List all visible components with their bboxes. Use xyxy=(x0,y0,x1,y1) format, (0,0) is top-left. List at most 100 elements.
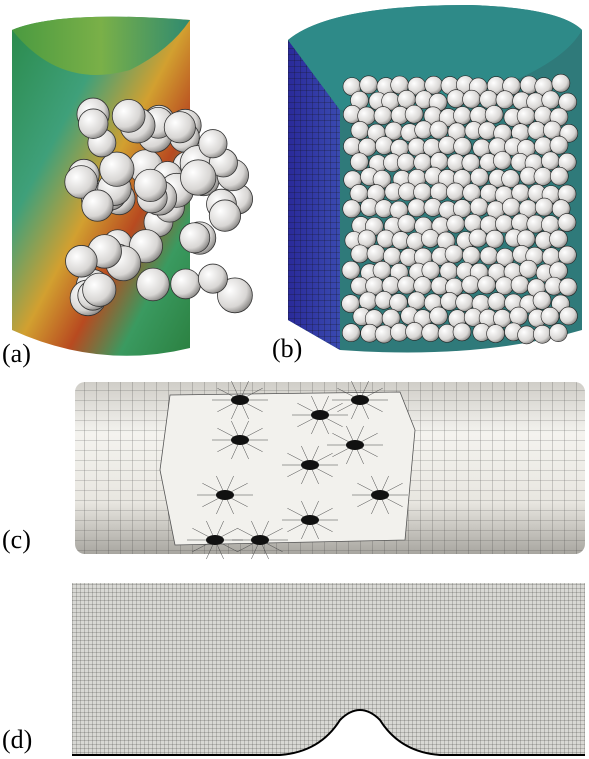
panel-label: (b) xyxy=(272,334,302,363)
mesh-node xyxy=(351,395,369,405)
sphere xyxy=(430,121,448,139)
sphere xyxy=(134,169,166,201)
sphere xyxy=(430,307,448,325)
sphere xyxy=(549,324,567,342)
sphere xyxy=(462,276,480,294)
sphere xyxy=(517,230,535,248)
figure: (a) (b) (c) (d) xyxy=(0,0,589,759)
panel-a xyxy=(12,17,253,356)
sphere xyxy=(558,246,576,264)
panel-d xyxy=(72,583,585,759)
sphere xyxy=(519,260,537,278)
sphere xyxy=(360,76,378,94)
sphere xyxy=(559,278,577,296)
sphere xyxy=(478,276,496,294)
sphere xyxy=(552,74,570,92)
sphere xyxy=(470,168,488,186)
sphere xyxy=(454,138,472,156)
sphere xyxy=(343,200,361,218)
sphere xyxy=(453,107,471,125)
sphere xyxy=(112,99,145,132)
sphere xyxy=(180,160,215,195)
sphere xyxy=(493,152,511,170)
sphere xyxy=(397,153,415,171)
panel-label: (d) xyxy=(2,725,32,754)
spheres xyxy=(65,98,253,316)
sphere xyxy=(351,245,369,263)
sphere xyxy=(558,214,576,232)
sphere xyxy=(534,167,552,185)
sphere xyxy=(535,198,553,216)
sphere xyxy=(398,276,416,294)
mesh-node xyxy=(311,410,329,420)
sphere xyxy=(502,198,520,216)
sphere xyxy=(422,324,440,342)
sphere xyxy=(421,230,439,248)
sphere xyxy=(374,107,392,125)
sphere xyxy=(79,109,108,138)
sphere xyxy=(373,261,391,279)
sphere xyxy=(480,247,498,265)
mesh-node xyxy=(346,440,364,450)
packed-region xyxy=(160,392,415,545)
sphere xyxy=(171,269,201,299)
sphere xyxy=(486,230,504,248)
mesh-node xyxy=(251,535,269,545)
sphere xyxy=(511,276,529,294)
spheres xyxy=(342,74,578,344)
sphere xyxy=(342,261,360,279)
sphere xyxy=(405,105,423,123)
panel-c xyxy=(75,381,585,559)
sphere xyxy=(469,229,487,247)
mesh-node xyxy=(231,395,249,405)
sphere xyxy=(209,200,240,231)
mesh-node xyxy=(206,535,224,545)
sphere xyxy=(541,307,559,325)
sphere xyxy=(82,190,113,221)
sphere xyxy=(470,198,488,216)
sphere xyxy=(351,121,369,139)
sphere xyxy=(485,106,503,124)
sphere xyxy=(367,245,385,263)
panel-label: (a) xyxy=(2,339,31,368)
sphere xyxy=(137,268,170,301)
sphere xyxy=(66,245,98,277)
sphere xyxy=(164,112,195,143)
mesh-node xyxy=(231,435,249,445)
sphere xyxy=(100,152,134,186)
sphere xyxy=(445,245,463,263)
sphere xyxy=(496,91,514,109)
sphere xyxy=(510,307,528,325)
sphere xyxy=(446,183,464,201)
mesh-lines xyxy=(72,583,585,755)
sphere xyxy=(408,199,426,217)
sphere xyxy=(462,247,480,265)
sphere xyxy=(198,264,227,293)
sphere xyxy=(495,277,513,295)
sphere xyxy=(398,215,416,233)
mesh-node xyxy=(301,460,319,470)
sphere xyxy=(533,325,551,343)
sphere xyxy=(487,325,505,343)
sphere xyxy=(533,291,551,309)
panel-b xyxy=(288,5,582,353)
mesh-node xyxy=(216,490,234,500)
sphere xyxy=(180,223,210,253)
sphere xyxy=(518,326,536,344)
sphere xyxy=(549,230,567,248)
sphere xyxy=(414,183,432,201)
sphere xyxy=(83,273,116,306)
panel-label: (c) xyxy=(2,525,31,554)
sphere xyxy=(550,167,568,185)
sphere xyxy=(199,130,227,158)
sphere xyxy=(559,307,577,325)
sphere xyxy=(463,90,481,108)
sphere xyxy=(550,136,568,154)
sphere xyxy=(453,323,471,341)
sphere xyxy=(405,322,423,340)
mesh-node xyxy=(371,490,389,500)
sphere xyxy=(342,324,360,342)
sphere xyxy=(447,215,465,233)
mesh-node xyxy=(301,515,319,525)
sphere xyxy=(541,152,559,170)
